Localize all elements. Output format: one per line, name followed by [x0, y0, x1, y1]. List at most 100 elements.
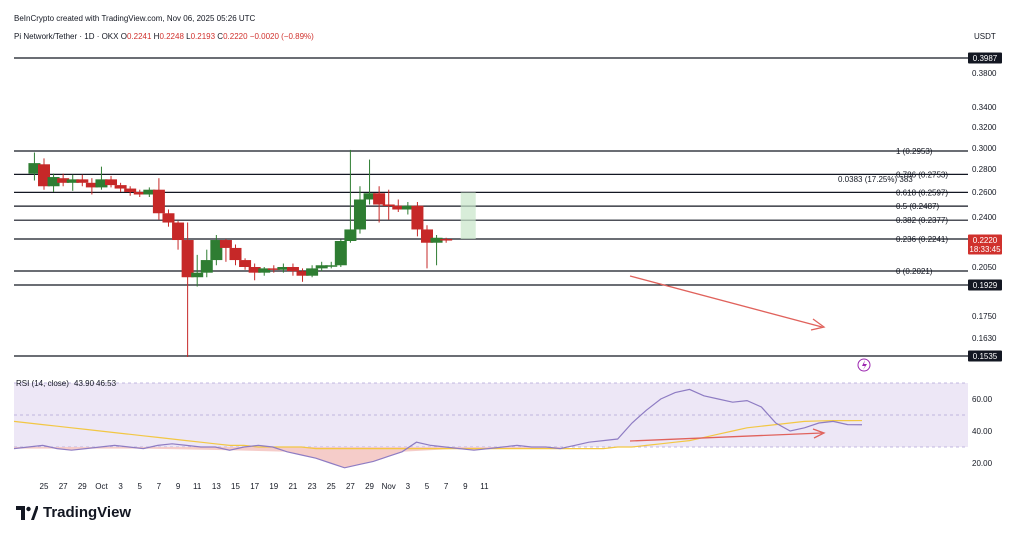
price-axis-label: 0.1750	[972, 312, 997, 321]
candle-body	[38, 164, 50, 187]
time-axis-label: 7	[157, 482, 162, 491]
price-tag	[968, 279, 1002, 291]
chart-credit: BeInCrypto created with TradingView.com,…	[14, 14, 256, 23]
price-axis-label: 0.3800	[972, 69, 997, 78]
close-label: C	[217, 32, 224, 41]
time-axis-label: 7	[444, 482, 449, 491]
price-axis-label: 0.3400	[972, 103, 997, 112]
rsi-axis-label: 60.00	[972, 395, 993, 404]
candle-body	[76, 179, 89, 183]
fib-level-label: 0 (0.2021)	[896, 267, 933, 276]
price-axis-label: 0.2600	[972, 188, 997, 197]
time-axis-label: 11	[193, 482, 202, 491]
candle-body	[191, 272, 204, 278]
candle-body	[219, 240, 232, 248]
time-axis-label: 25	[327, 482, 336, 491]
candle-body	[344, 229, 357, 241]
close-value: 0.2220	[223, 32, 248, 41]
fib-level-label: 0.382 (0.2377)	[896, 216, 948, 225]
rsi-ma-line	[13, 419, 863, 450]
price-axis-label: 0.3200	[972, 123, 997, 132]
candle-body	[296, 271, 309, 276]
rsi-axis-label: 20.00	[972, 459, 993, 468]
price-tag	[968, 350, 1002, 362]
rsi-legend-value: 43.90	[74, 379, 95, 388]
time-axis-label: Oct	[95, 482, 108, 491]
price-tag	[968, 52, 1002, 64]
candle-body	[229, 247, 242, 261]
candle-body	[421, 229, 433, 243]
candle-body	[315, 265, 328, 269]
time-axis-label: 5	[138, 482, 143, 491]
trend-arrow	[629, 275, 823, 328]
candle-body	[363, 193, 376, 200]
open-value: 0.2241	[126, 32, 152, 41]
candle-body	[105, 179, 118, 186]
brand-name: TradingView	[43, 504, 132, 521]
candle-body	[143, 189, 156, 195]
candle-body	[334, 241, 347, 266]
price-tag-label: 0.3987	[973, 54, 998, 63]
fib-level-label: 0.618 (0.2597)	[896, 188, 948, 197]
currency-unit: USDT	[974, 32, 996, 41]
candle-body	[133, 192, 146, 195]
candle-body	[392, 205, 405, 210]
candle-body	[95, 179, 108, 188]
price-axis-label: 0.2400	[972, 213, 997, 222]
price-tag-label: 0.1535	[973, 352, 998, 361]
candle-body	[114, 185, 127, 189]
candle-body	[152, 189, 165, 214]
trend-arrow-head	[810, 318, 826, 331]
candle-body	[440, 239, 453, 241]
price-tag	[968, 234, 1002, 255]
time-axis-label: 13	[212, 482, 221, 491]
time-axis-label: 29	[365, 482, 374, 491]
time-axis-label: 5	[425, 482, 430, 491]
symbol-name[interactable]: Pi Network/Tether · 1D · OKX	[14, 32, 119, 41]
rsi-trend-arrow-head	[812, 428, 826, 439]
change-value: −0.0020 (−0.89%)	[249, 32, 314, 41]
price-axis-label: 0.2800	[972, 165, 997, 174]
rsi-oversold-fill	[14, 447, 561, 468]
rsi-trend-arrow	[629, 432, 823, 442]
candle-body	[258, 268, 271, 273]
candle-body	[306, 268, 319, 276]
time-axis-label: 25	[40, 482, 49, 491]
candle-body	[430, 237, 443, 243]
candle-body	[277, 267, 290, 270]
time-axis-label: 9	[176, 482, 181, 491]
candle-body	[66, 179, 79, 183]
time-axis-label: 3	[406, 482, 411, 491]
time-axis-label: 15	[231, 482, 240, 491]
time-axis-label: 17	[250, 482, 259, 491]
candle-body	[411, 205, 424, 230]
tradingview-logo-icon	[16, 505, 38, 520]
low-label: L	[186, 32, 191, 41]
candle-body	[85, 182, 98, 188]
candle-body	[325, 265, 338, 267]
symbol-ohlc-bar: Pi Network/Tether · 1D · OKX O0.2241 H0.…	[14, 32, 314, 41]
candle-body	[401, 205, 414, 210]
time-axis-label: Nov	[382, 482, 396, 491]
tradingview-brand: TradingView	[16, 504, 131, 521]
high-label: H	[153, 32, 160, 41]
candle-body	[267, 268, 280, 270]
time-axis-label: 29	[78, 482, 87, 491]
rsi-legend-name: RSI (14, close)	[16, 379, 69, 388]
rsi-axis-label: 40.00	[972, 427, 993, 436]
candle-body	[373, 193, 386, 205]
candle-body	[162, 213, 175, 223]
rsi-line	[13, 388, 863, 469]
lightning-icon	[862, 360, 867, 370]
candle-body	[353, 199, 366, 230]
countdown-label: 18:33:45	[969, 245, 1001, 254]
measure-box	[460, 192, 476, 239]
rsi-legend-ma: 46.53	[96, 379, 117, 388]
price-axis-label: 0.2050	[972, 263, 997, 272]
candle-body	[200, 260, 213, 273]
fib-level-label: 0.5 (0.2487)	[896, 202, 939, 211]
time-axis-label: 3	[118, 482, 123, 491]
candle-body	[47, 177, 60, 187]
time-axis-label: 11	[480, 482, 489, 491]
